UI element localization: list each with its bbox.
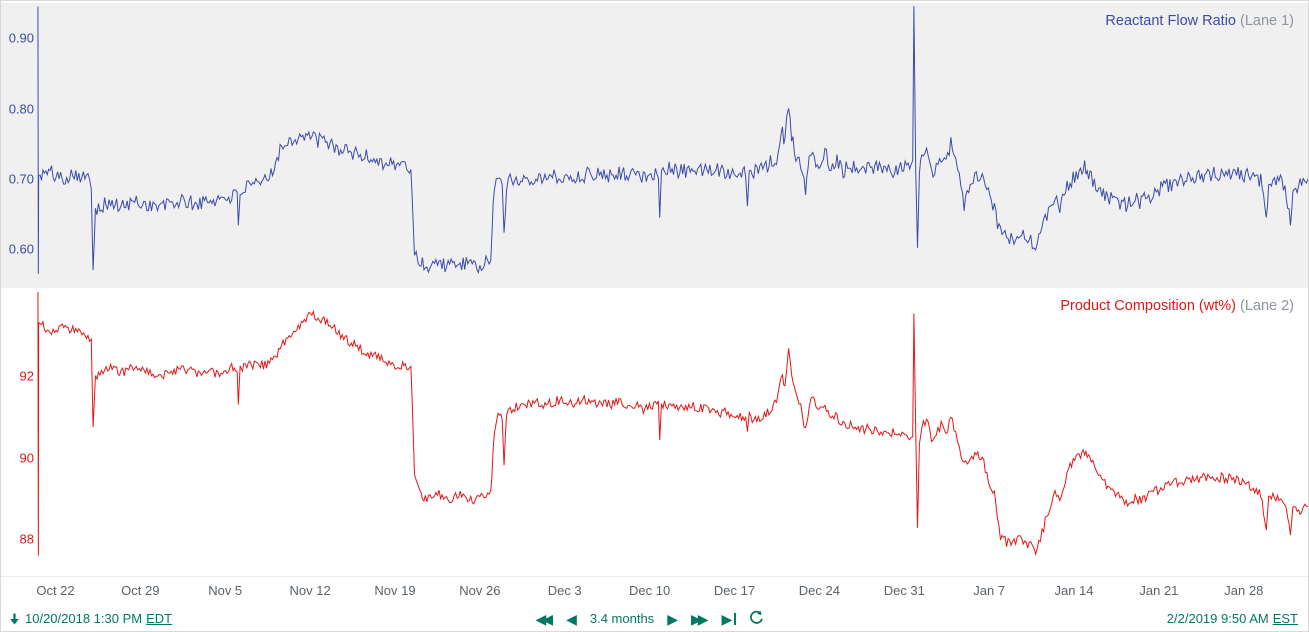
x-axis-tick-label: Oct 22 — [36, 583, 75, 598]
auto-update-button[interactable] — [749, 610, 764, 627]
display-range-end: 2/2/2019 9:50 AM EST — [1167, 604, 1298, 631]
down-arrow-icon — [9, 612, 20, 626]
lane-2-plot[interactable] — [1, 288, 1308, 576]
lane-1-y-axis[interactable]: 0.90 0.80 0.70 0.60 — [1, 3, 37, 288]
time-bar: 10/20/2018 1:30 PM EDT ◀◀ ◀ 3.4 months ▶ … — [1, 604, 1308, 631]
lane-1-ytick-label: 0.90 — [8, 30, 34, 46]
x-axis-tick-label: Dec 24 — [798, 583, 840, 598]
lane-2-tag: (Lane 2) — [1239, 298, 1294, 314]
lane-1-ytick-label: 0.60 — [8, 241, 34, 257]
lane-1-ytick-label: 0.70 — [8, 171, 34, 187]
end-datetime: 2/2/2019 9:50 AM — [1166, 611, 1269, 626]
lane-2-title: Product Composition (wt%) (Lane 2) — [1060, 298, 1294, 314]
go-to-end-glyph: ▶ — [721, 610, 733, 627]
x-axis-tick-label: Jan 28 — [1224, 583, 1264, 598]
x-axis-tick-label: Nov 12 — [289, 583, 331, 598]
x-axis[interactable]: Oct 22 Oct 29 Nov 5 Nov 12 Nov 19 Nov 26 Dec 3… — [1, 576, 1308, 604]
duration-label[interactable]: 3.4 months — [589, 611, 655, 626]
lane-1-ytick-label: 0.80 — [8, 101, 34, 117]
start-timestamp[interactable]: 10/20/2018 1:30 PM EDT — [25, 611, 172, 626]
lane-1-title: Reactant Flow Ratio (Lane 1) — [1105, 13, 1294, 29]
lane-2-ytick-label: 90 — [19, 450, 34, 465]
x-axis-tick-label: Nov 5 — [208, 583, 243, 598]
x-axis-tick-label: Dec 10 — [628, 583, 671, 598]
go-to-end-button[interactable]: ▶ — [722, 612, 737, 626]
lane-2-ytick-label: 88 — [19, 531, 34, 547]
lane-1-plot[interactable] — [1, 3, 1308, 288]
lane-1-tag: (Lane 1) — [1239, 13, 1294, 29]
pan-back-more-button[interactable]: ◀◀ — [536, 612, 554, 626]
x-axis-tick-label: Jan 7 — [973, 583, 1006, 598]
refresh-icon — [749, 610, 764, 627]
start-datetime: 10/20/2018 1:30 PM — [25, 611, 143, 626]
x-axis-tick-label: Dec 3 — [547, 583, 582, 598]
x-axis-tick-label: Oct 29 — [121, 583, 160, 598]
lane-1: 0.90 0.80 0.70 0.60 Reactant Flow Ratio (Lan… — [1, 3, 1308, 288]
time-navigation-controls: ◀◀ ◀ 3.4 months ▶ ▶▶ ▶ — [536, 604, 765, 631]
lane-2-ytick-label: 92 — [19, 368, 34, 384]
x-axis-tick-label: Dec 17 — [713, 583, 756, 598]
start-timezone: EDT — [146, 611, 173, 626]
x-axis-tick-label: Jan 14 — [1054, 583, 1094, 598]
end-timestamp[interactable]: 2/2/2019 9:50 AM EST — [1167, 611, 1298, 626]
lane-2-y-axis[interactable]: 92 90 88 — [1, 288, 37, 576]
x-axis-tick-label: Dec 31 — [883, 583, 925, 598]
pan-back-button[interactable]: ◀ — [566, 610, 577, 627]
lane-2: 92 90 88 Product Composition (wt%) (Lane 2) — [1, 288, 1308, 576]
x-axis-tick-label: Nov 26 — [459, 583, 501, 598]
x-axis-tick-label: Nov 19 — [374, 583, 416, 598]
end-timezone: EST — [1272, 611, 1298, 626]
lane-1-series-label: Reactant Flow Ratio — [1105, 13, 1236, 29]
pan-forward-more-button[interactable]: ▶▶ — [691, 612, 709, 626]
lane-2-series-label: Product Composition (wt%) — [1060, 298, 1236, 314]
end-bar-icon — [733, 612, 737, 625]
pan-forward-button[interactable]: ▶ — [667, 610, 678, 627]
display-range-start: 10/20/2018 1:30 PM EDT — [9, 604, 172, 631]
x-axis-tick-label: Jan 21 — [1139, 583, 1179, 598]
